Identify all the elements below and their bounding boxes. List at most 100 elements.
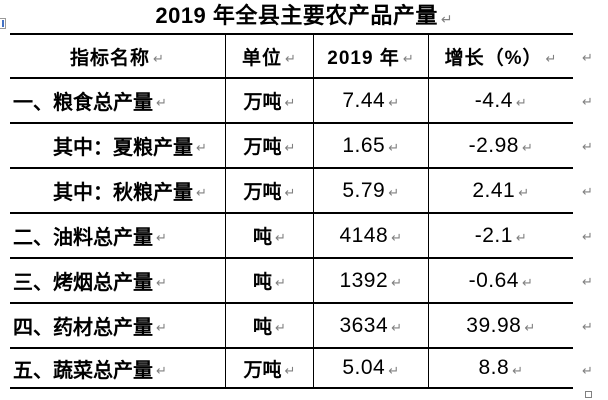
growth-cell-text: -4.4 [474, 88, 513, 112]
growth-cell-text: 8.8 [478, 356, 510, 379]
unit-cell[interactable]: 万吨 ↵ [225, 122, 313, 167]
growth-cell[interactable]: 39.98 ↵ [428, 302, 573, 347]
value-2019-cell[interactable]: 3634 ↵ [313, 302, 428, 347]
growth-cell-text: -2.1 [474, 223, 513, 247]
cell-end-mark-icon: ↵ [156, 96, 167, 111]
cell-end-mark-icon: ↵ [388, 186, 400, 201]
row-end-gutter: ↵ [573, 257, 605, 302]
cell-end-mark-icon: ↵ [196, 186, 207, 201]
cell-end-mark-icon: ↵ [275, 321, 286, 336]
value-2019-cell-text: 5.79 [342, 178, 386, 202]
row-name-cell-text: 三、烤烟总产量 [13, 272, 153, 294]
paragraph-mark-icon: ↵ [440, 11, 453, 28]
row-end-mark-icon: ↵ [582, 320, 593, 335]
value-2019-cell[interactable]: 1392 ↵ [313, 257, 428, 302]
cell-end-mark-icon: ↵ [196, 141, 207, 156]
row-end-mark-icon: ↵ [582, 95, 593, 110]
cell-end-mark-icon: ↵ [156, 276, 167, 291]
unit-cell[interactable]: 万吨 ↵ [225, 347, 313, 389]
row-end-gutter: ↵ [573, 302, 605, 347]
row-end-mark-icon: ↵ [582, 275, 593, 290]
row-end-mark-icon: ↵ [582, 363, 593, 379]
row-end-gutter: ↵ [573, 77, 605, 122]
growth-cell-text: -2.98 [468, 133, 519, 157]
row-name-cell-text: 其中：夏粮产量 [53, 137, 193, 159]
agricultural-output-table: 指标名称 ↵ 单位 ↵ 2019 年 ↵ 增长（%） ↵ ↵ 一、粮食总产量 ↵ 万吨 ↵ 7.44 ↵ -4… [10, 33, 605, 389]
row-name-cell[interactable]: 三、烤烟总产量 ↵ [10, 257, 225, 302]
table-resize-handle-icon[interactable] [585, 391, 592, 398]
unit-cell[interactable]: 吨 ↵ [225, 302, 313, 347]
growth-cell[interactable]: -2.1 ↵ [428, 212, 573, 257]
growth-cell-text: -0.64 [468, 268, 519, 292]
value-2019-cell[interactable]: 7.44 ↵ [313, 77, 428, 122]
row-name-cell[interactable]: 其中：秋粮产量 ↵ [10, 167, 225, 212]
value-2019-cell-text: 4148 [339, 223, 389, 247]
cell-end-mark-icon: ↵ [285, 51, 297, 67]
cell-end-mark-icon: ↵ [388, 96, 400, 111]
row-end-mark-icon: ↵ [582, 140, 593, 155]
value-2019-cell-text: 1.65 [342, 133, 386, 157]
row-end-gutter: ↵ [573, 167, 605, 212]
growth-cell-text: 39.98 [466, 313, 522, 337]
row-end-gutter: ↵ [573, 347, 605, 389]
header-cell-unit[interactable]: 单位 ↵ [225, 33, 313, 77]
row-name-cell-text: 四、药材总产量 [13, 317, 153, 339]
value-2019-cell-text: 1392 [339, 268, 389, 292]
value-2019-cell[interactable]: 5.79 ↵ [313, 167, 428, 212]
row-end-gutter: ↵ [573, 212, 605, 257]
table-move-handle-icon[interactable] [0, 18, 6, 29]
unit-cell[interactable]: 吨 ↵ [225, 257, 313, 302]
value-2019-cell-text: 3634 [339, 313, 389, 337]
cell-end-mark-icon: ↵ [518, 186, 530, 201]
row-name-cell[interactable]: 二、油料总产量 ↵ [10, 212, 225, 257]
growth-cell[interactable]: -2.98 ↵ [428, 122, 573, 167]
growth-cell[interactable]: 8.8 ↵ [428, 347, 573, 389]
cell-end-mark-icon: ↵ [275, 276, 286, 291]
cell-end-mark-icon: ↵ [545, 51, 558, 67]
cell-end-mark-icon: ↵ [388, 363, 400, 379]
unit-cell-text: 万吨 [243, 182, 282, 203]
document-title-row: 2019 年全县主要农产品产量 ↵ [0, 1, 608, 32]
page-title[interactable]: 2019 年全县主要农产品产量 [155, 3, 438, 29]
header-cell-indicator[interactable]: 指标名称 ↵ [10, 33, 225, 77]
cell-end-mark-icon: ↵ [515, 96, 528, 111]
unit-cell-text: 吨 [253, 227, 273, 248]
cell-end-mark-icon: ↵ [391, 276, 403, 291]
cell-end-mark-icon: ↵ [275, 231, 286, 246]
value-2019-cell[interactable]: 1.65 ↵ [313, 122, 428, 167]
row-name-cell[interactable]: 一、粮食总产量 ↵ [10, 77, 225, 122]
unit-cell-text: 万吨 [243, 137, 282, 158]
header-cell-indicator-text: 指标名称 [70, 47, 151, 69]
cell-end-mark-icon: ↵ [402, 51, 415, 67]
growth-cell[interactable]: -0.64 ↵ [428, 257, 573, 302]
row-name-cell[interactable]: 四、药材总产量 ↵ [10, 302, 225, 347]
unit-cell-text: 吨 [253, 317, 273, 338]
unit-cell-text: 万吨 [243, 92, 282, 113]
cell-end-mark-icon: ↵ [391, 231, 403, 246]
growth-cell[interactable]: 2.41 ↵ [428, 167, 573, 212]
value-2019-cell[interactable]: 5.04 ↵ [313, 347, 428, 389]
header-cell-growth[interactable]: 增长（%） ↵ [428, 33, 573, 77]
value-2019-cell-text: 5.04 [342, 356, 386, 379]
growth-cell-text: 2.41 [472, 178, 516, 202]
unit-cell-text: 万吨 [243, 359, 282, 381]
header-cell-year-text: 2019 年 [327, 47, 400, 69]
cell-end-mark-icon: ↵ [284, 96, 296, 111]
header-cell-growth-text: 增长（%） [444, 47, 543, 69]
row-name-cell[interactable]: 五、蔬菜总产量 ↵ [10, 347, 225, 389]
cell-end-mark-icon: ↵ [156, 363, 167, 379]
unit-cell[interactable]: 吨 ↵ [225, 212, 313, 257]
header-cell-year[interactable]: 2019 年 ↵ [313, 33, 428, 77]
value-2019-cell[interactable]: 4148 ↵ [313, 212, 428, 257]
row-name-cell-text: 其中：秋粮产量 [53, 182, 193, 204]
unit-cell[interactable]: 万吨 ↵ [225, 77, 313, 122]
cell-end-mark-icon: ↵ [284, 186, 296, 201]
cell-end-mark-icon: ↵ [153, 51, 165, 67]
growth-cell[interactable]: -4.4 ↵ [428, 77, 573, 122]
row-name-cell[interactable]: 其中：夏粮产量 ↵ [10, 122, 225, 167]
cell-end-mark-icon: ↵ [521, 276, 534, 291]
cell-end-mark-icon: ↵ [524, 321, 536, 336]
unit-cell[interactable]: 万吨 ↵ [225, 167, 313, 212]
cell-end-mark-icon: ↵ [515, 231, 528, 246]
